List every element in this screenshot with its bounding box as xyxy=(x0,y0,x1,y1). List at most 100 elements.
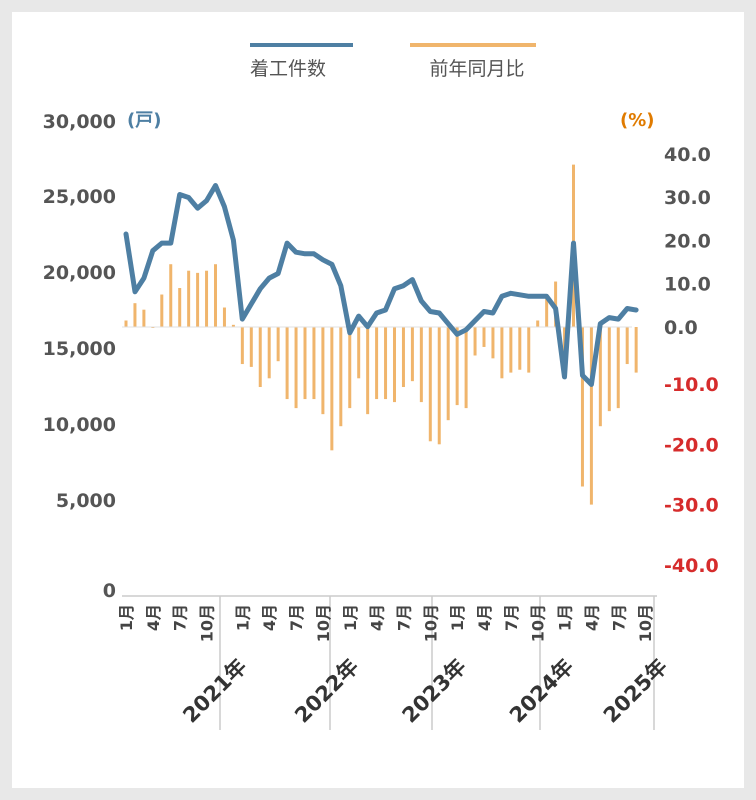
yoy-bar xyxy=(428,327,432,442)
yoy-bar xyxy=(598,327,602,427)
yoy-bar xyxy=(401,327,405,388)
legend-label-yoy: 前年同月比 xyxy=(429,58,524,80)
yoy-bar xyxy=(616,327,620,409)
year-labels: 2021年 2022年 2023年 2024年 2025年 xyxy=(178,654,672,727)
legend: 着工件数 前年同月比 xyxy=(250,43,536,80)
left-tick-label: 20,000 xyxy=(43,262,116,284)
yoy-bar xyxy=(178,288,182,327)
month-tick-label: 1月 xyxy=(556,604,575,631)
year-label: 2024年 xyxy=(505,654,578,727)
month-tick-label: 10月 xyxy=(529,604,548,642)
left-tick-label: 10,000 xyxy=(43,414,116,436)
month-tick-label: 4月 xyxy=(582,604,601,631)
yoy-bar xyxy=(142,309,146,327)
yoy-bar xyxy=(187,270,191,327)
yoy-bar xyxy=(285,327,289,400)
yoy-bar xyxy=(348,327,352,409)
yoy-bar xyxy=(294,327,298,409)
left-tick-label: 25,000 xyxy=(43,186,116,208)
yoy-bar xyxy=(205,270,209,327)
month-tick-label: 4月 xyxy=(475,604,494,631)
yoy-bar xyxy=(536,320,540,327)
left-tick-label: 15,000 xyxy=(43,338,116,360)
yoy-bar xyxy=(500,327,504,379)
left-tick-label: 5,000 xyxy=(56,490,116,512)
month-tick-label: 7月 xyxy=(171,604,190,631)
yoy-bar xyxy=(321,327,325,415)
yoy-bar xyxy=(169,264,173,327)
left-tick-label: 0 xyxy=(103,580,116,602)
yoy-bar xyxy=(276,327,280,362)
yoy-bar xyxy=(518,327,522,370)
yoy-bar xyxy=(330,327,334,451)
yoy-bar xyxy=(339,327,343,427)
month-tick-label: 7月 xyxy=(609,604,628,631)
left-axis-unit: (戸) xyxy=(127,110,161,131)
yoy-bar xyxy=(509,327,513,373)
yoy-bar xyxy=(375,327,379,400)
yoy-bar xyxy=(366,327,370,415)
right-tick-label: 40.0 xyxy=(664,144,711,166)
yoy-bar xyxy=(527,327,531,373)
right-axis-unit: (%) xyxy=(620,110,655,131)
year-label: 2025年 xyxy=(599,654,672,727)
right-tick-label: 10.0 xyxy=(664,274,711,296)
month-tick-label: 4月 xyxy=(144,604,163,631)
yoy-bar xyxy=(258,327,262,388)
month-tick-label: 10月 xyxy=(421,604,440,642)
right-axis-ticks: 40.0 30.0 20.0 10.0 0.0 -10.0 -20.0 -30.0 -40.0 xyxy=(664,144,719,577)
yoy-bar xyxy=(625,327,629,365)
yoy-bar xyxy=(240,327,244,365)
yoy-bar xyxy=(133,303,137,327)
year-label: 2021年 xyxy=(178,654,251,727)
month-tick-label: 4月 xyxy=(260,604,279,631)
combo-chart: 着工件数 前年同月比 (戸) (%) 0 5,000 10,000 15,000 20,… xyxy=(43,43,719,730)
yoy-bar xyxy=(482,327,486,347)
yoy-bar xyxy=(455,327,459,406)
yoy-bar xyxy=(410,327,414,382)
yoy-bar xyxy=(231,324,235,327)
yoy-bars xyxy=(124,164,638,505)
month-tick-label: 1月 xyxy=(233,604,252,631)
yoy-bar xyxy=(437,327,441,445)
yoy-bar xyxy=(634,327,638,373)
yoy-bar xyxy=(196,272,200,327)
right-tick-label: -20.0 xyxy=(664,434,719,456)
yoy-bar xyxy=(303,327,307,400)
month-tick-label: 4月 xyxy=(368,604,387,631)
year-dividers xyxy=(219,596,655,730)
right-tick-label: 0.0 xyxy=(664,317,698,339)
right-tick-label: -30.0 xyxy=(664,495,719,517)
yoy-bar xyxy=(312,327,316,400)
right-tick-label: -10.0 xyxy=(664,374,719,396)
yoy-bar xyxy=(249,327,253,367)
right-tick-label: 20.0 xyxy=(664,230,711,252)
month-tick-label: 10月 xyxy=(198,604,217,642)
yoy-bar xyxy=(419,327,423,403)
yoy-bar xyxy=(222,307,226,327)
left-tick-label: 30,000 xyxy=(43,111,116,133)
yoy-bar xyxy=(545,294,549,327)
month-tick-label: 1月 xyxy=(448,604,467,631)
right-tick-label: -40.0 xyxy=(664,555,719,577)
yoy-bar xyxy=(554,281,558,327)
right-tick-label: 30.0 xyxy=(664,187,711,209)
month-labels: 1月 4月 7月 10月 1月 4月 7月 10月 1月 4月 7月 10月 1月 4月 7月 10月 1月 4月… xyxy=(117,604,655,642)
yoy-bar xyxy=(357,327,361,379)
yoy-bar xyxy=(607,327,611,412)
yoy-bar xyxy=(124,320,128,327)
month-tick-label: 10月 xyxy=(636,604,655,642)
starts-line xyxy=(123,183,639,387)
yoy-bar xyxy=(393,327,396,403)
yoy-bar xyxy=(160,294,164,327)
month-tick-label: 1月 xyxy=(117,604,136,631)
year-label: 2023年 xyxy=(398,654,471,727)
month-tick-label: 7月 xyxy=(394,604,413,631)
legend-label-starts: 着工件数 xyxy=(250,58,326,80)
yoy-bar xyxy=(580,327,584,487)
yoy-bar xyxy=(473,327,477,356)
month-tick-label: 10月 xyxy=(314,604,333,642)
yoy-bar xyxy=(384,327,388,400)
month-tick-label: 7月 xyxy=(502,604,521,631)
month-tick-label: 7月 xyxy=(287,604,306,631)
